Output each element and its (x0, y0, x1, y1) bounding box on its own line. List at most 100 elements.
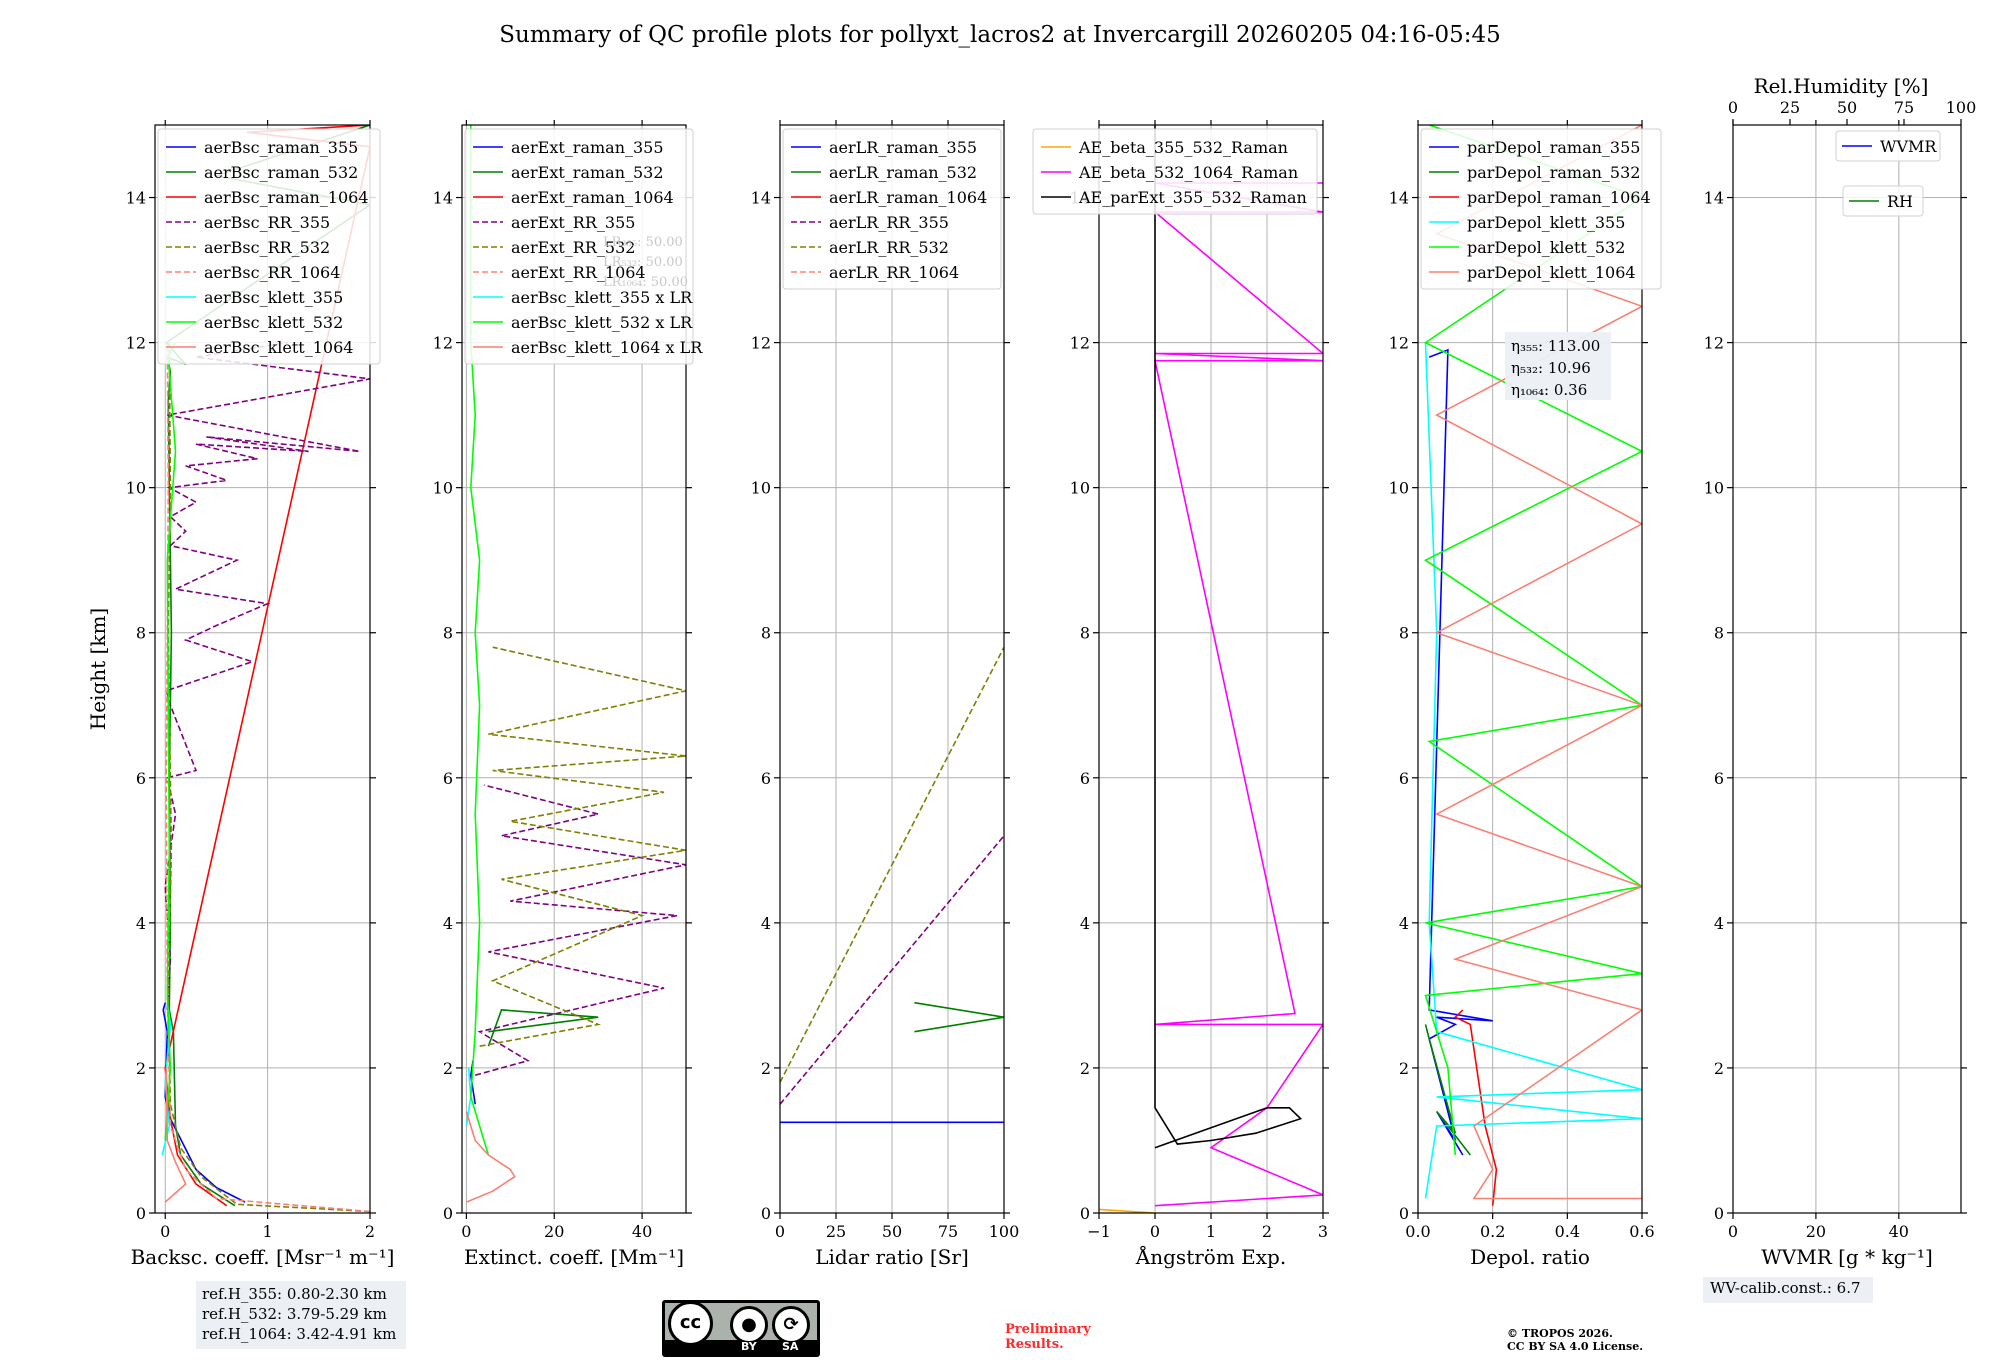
legend-label: aerBsc_raman_355 (204, 138, 358, 157)
y-tick-label: 0 (761, 1204, 771, 1223)
y-tick-label: 2 (1080, 1059, 1090, 1078)
y-tick-label: 2 (1399, 1059, 1409, 1078)
series-line-aerbsc-klett-532 (164, 342, 177, 1141)
y-tick-label: 4 (1714, 914, 1724, 933)
legend-label: aerLR_raman_355 (829, 138, 977, 157)
y-tick-label: 4 (761, 914, 771, 933)
cc-circle-icon: cc (668, 1301, 713, 1346)
y-tick-label: 4 (443, 914, 453, 933)
x-tick-label: 0 (461, 1222, 471, 1241)
legend-label: aerExt_raman_1064 (511, 188, 674, 207)
x-tick-label: 50 (882, 1222, 902, 1241)
series-line-aerbsc-rr-355 (164, 341, 370, 1010)
y-tick-label: 8 (443, 624, 453, 643)
y-tick-label: 2 (136, 1059, 146, 1078)
y-tick-label: 2 (761, 1059, 771, 1078)
x-tick-label: 2 (1262, 1222, 1272, 1241)
legend-label: aerExt_RR_1064 (511, 263, 646, 282)
x-axis-label: WVMR [g * kg⁻¹] (1761, 1245, 1933, 1269)
series-line-aerlr-raman-532 (914, 1001, 1004, 1033)
x-tick-label: 100 (989, 1222, 1020, 1241)
legend-label: aerLR_RR_355 (829, 213, 949, 232)
y-tick-label: 14 (1704, 189, 1724, 208)
y-tick-label: 14 (433, 189, 453, 208)
y-axis-label: Height [km] (86, 608, 110, 730)
legend-label: aerBsc_RR_1064 (204, 263, 340, 282)
x-axis-label: Ångström Exp. (1135, 1244, 1286, 1269)
y-tick-label: 10 (1704, 479, 1724, 498)
legend-box (464, 128, 694, 365)
series-line-pardepol-raman-532 (1424, 1024, 1471, 1156)
x-tick-label: 40 (632, 1222, 652, 1241)
x-axis-label: Lidar ratio [Sr] (815, 1245, 969, 1269)
top-x-tick-label: 100 (1946, 98, 1977, 117)
preliminary-line-2: Results. (1005, 1337, 1064, 1352)
legend-label: aerBsc_klett_532 x LR (511, 313, 693, 332)
y-tick-label: 0 (136, 1204, 146, 1223)
top-x-axis-label: Rel.Humidity [%] (1754, 74, 1929, 98)
legend-label: aerLR_raman_1064 (829, 188, 987, 207)
lidar-ratio-note: LR₃₅₅: 50.00 (603, 235, 683, 250)
series-line-aerbsc-rr-532 (167, 342, 370, 1213)
reference-height-box: ref.H_355: 0.80-2.30 km ref.H_532: 3.79-… (196, 1281, 406, 1349)
x-tick-label: 3 (1318, 1222, 1328, 1241)
legend-label: RH (1887, 192, 1913, 211)
series-line-aerlr-rr-532 (780, 646, 1004, 1083)
series-line-aerbsc-klett-355 (161, 1002, 172, 1156)
x-tick-label: 0 (775, 1222, 785, 1241)
preliminary-line-1: Preliminary (1005, 1322, 1091, 1337)
cc-license-icon: cc ● ⟳ BY SA (662, 1300, 820, 1357)
x-tick-label: 0.0 (1405, 1222, 1430, 1241)
refh-532: ref.H_532: 3.79-5.29 km (202, 1305, 387, 1323)
y-tick-label: 10 (1389, 479, 1409, 498)
y-tick-label: 14 (751, 189, 771, 208)
y-tick-label: 0 (1714, 1204, 1724, 1223)
eta-value: η₅₃₂: 10.96 (1511, 359, 1591, 377)
series-line-aerbsc-klett-532-x-lr (469, 125, 490, 1156)
y-tick-label: 12 (751, 334, 771, 353)
y-tick-label: 2 (1714, 1059, 1724, 1078)
series-line-aerext-rr-355 (474, 784, 686, 1076)
legend-box (1032, 128, 1318, 215)
y-tick-label: 12 (1704, 334, 1724, 353)
x-tick-label: 75 (938, 1222, 958, 1241)
legend-label: AE_parExt_355_532_Raman (1078, 188, 1307, 207)
figure-title: Summary of QC profile plots for pollyxt_… (499, 22, 1501, 48)
y-tick-label: 8 (136, 624, 146, 643)
x-tick-label: 1 (263, 1222, 273, 1241)
legend-label: aerExt_raman_532 (511, 163, 664, 182)
y-tick-label: 14 (126, 189, 146, 208)
series-line-ae-parext-355-532-raman (1154, 125, 1303, 1149)
x-tick-label: 20 (1806, 1222, 1826, 1241)
legend-box (1842, 185, 1924, 217)
x-axis-label: Depol. ratio (1470, 1245, 1590, 1269)
y-tick-label: 8 (1714, 624, 1724, 643)
preliminary-notice: Preliminary Results. (1005, 1322, 1125, 1352)
refh-355: ref.H_355: 0.80-2.30 km (202, 1285, 387, 1303)
wv-calibration-box: WV-calib.const.: 6.7 (1703, 1277, 1873, 1303)
y-tick-label: 0 (1080, 1204, 1090, 1223)
legend-label: aerBsc_RR_355 (204, 213, 330, 232)
x-axis-label: Extinct. coeff. [Mm⁻¹] (464, 1245, 684, 1269)
panel-angstrom: −1012302468101214Ångström Exp.AE_beta_35… (1032, 120, 1329, 1269)
series-line-aerlr-rr-355 (780, 835, 1004, 1105)
plot-area (465, 125, 686, 1203)
x-tick-label: 0.6 (1629, 1222, 1654, 1241)
legend-label: aerExt_RR_355 (511, 213, 635, 232)
y-tick-label: 10 (126, 479, 146, 498)
y-tick-label: 8 (1080, 624, 1090, 643)
panel-wvmr: 0 20 40 0 2 4 6 8 10 12 14 WVMR [g * kg⁻¹] 0 25 50 75 10… (1704, 74, 1977, 1269)
legend-box (782, 128, 1002, 290)
lidar-ratio-note: LR₁₀₆₄: 50.00 (603, 275, 688, 290)
legend-label: aerBsc_klett_1064 x LR (511, 338, 703, 357)
y-tick-label: 4 (1080, 914, 1090, 933)
y-tick-label: 12 (433, 334, 453, 353)
axes-frame (1417, 124, 1643, 1214)
axes-frame (154, 124, 371, 1214)
legend-label: aerBsc_raman_1064 (204, 188, 369, 207)
legend-label: parDepol_raman_532 (1467, 163, 1640, 182)
x-tick-label: 0.2 (1480, 1222, 1505, 1241)
copyright-line-1: © TROPOS 2026. (1507, 1327, 1613, 1340)
